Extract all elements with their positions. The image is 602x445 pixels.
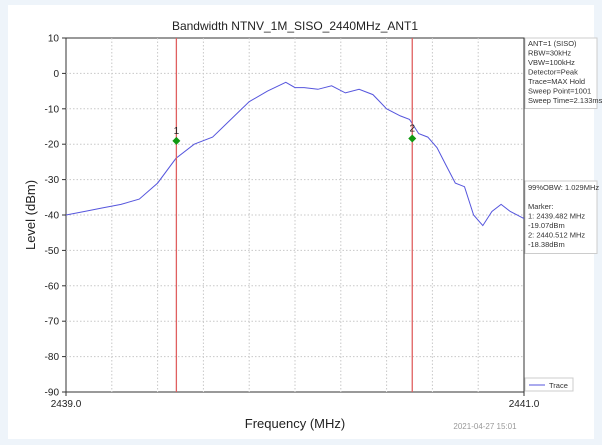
series-line-trace (66, 81, 524, 227)
result-box-line: 1: 2439.482 MHz (528, 212, 585, 221)
result-box-line: -18.38dBm (528, 240, 565, 249)
x-axis-label: Frequency (MHz) (245, 416, 345, 431)
result-box-line: -19.07dBm (528, 221, 565, 230)
legend: Trace (524, 377, 574, 392)
y-tick-label: -60 (45, 281, 60, 292)
info-box-frame (524, 37, 598, 109)
y-tick-label: 10 (48, 34, 60, 45)
legend-frame (524, 377, 574, 392)
info-box-line: Detector=Peak (528, 68, 578, 77)
obw-result-box: 99%OBW: 1.029MHz Marker:1: 2439.482 MHz -… (524, 180, 599, 254)
result-box-line: Marker: (528, 202, 553, 211)
y-tick-label: -50 (45, 246, 60, 257)
info-box-line: Trace=MAX Hold (528, 77, 585, 86)
marker-label: 1 (174, 126, 180, 137)
y-tick-label: -80 (45, 352, 60, 363)
timestamp: 2021-04-27 15:01 (453, 422, 517, 431)
marker-point (172, 136, 181, 145)
marker-label: 2 (409, 123, 415, 134)
y-tick-label: 0 (53, 69, 59, 80)
settings-info-box: ANT=1 (SISO)RBW=30kHzVBW=100kHzDetector=… (524, 37, 602, 109)
y-axis-label: Level (dBm) (23, 180, 38, 250)
grid (66, 38, 524, 392)
y-tick-label: -90 (45, 388, 60, 399)
y-tick-label: -40 (45, 211, 60, 222)
x-tick-label: 2439.0 (51, 399, 82, 410)
info-box-line: Sweep Point=1001 (528, 87, 591, 96)
result-box-frame (524, 180, 598, 254)
x-tick-label: 2441.0 (509, 399, 540, 410)
y-tick-label: -70 (45, 317, 60, 328)
y-tick-label: -10 (45, 104, 60, 115)
series (66, 81, 524, 227)
result-box-line: 2: 2440.512 MHz (528, 231, 585, 240)
info-box-line: RBW=30kHz (528, 49, 571, 58)
info-box-line: ANT=1 (SISO) (528, 39, 577, 48)
legend-entry: Trace (549, 381, 568, 390)
x-axis-ticks: 2439.0 2441.0 (51, 392, 540, 410)
chart-title: Bandwidth NTNV_1M_SISO_2440MHz_ANT1 (172, 19, 418, 33)
result-box-line: 99%OBW: 1.029MHz (528, 183, 599, 192)
y-tick-label: -30 (45, 175, 60, 186)
info-box-line: VBW=100kHz (528, 58, 575, 67)
y-axis-ticks: 10 0 -10 -20 -30 -40 -50 -60 -70 -80 -90 (45, 34, 66, 399)
marker-point (408, 134, 417, 143)
y-tick-label: -20 (45, 140, 60, 151)
info-box-line: Sweep Time=2.133ms (528, 96, 602, 105)
